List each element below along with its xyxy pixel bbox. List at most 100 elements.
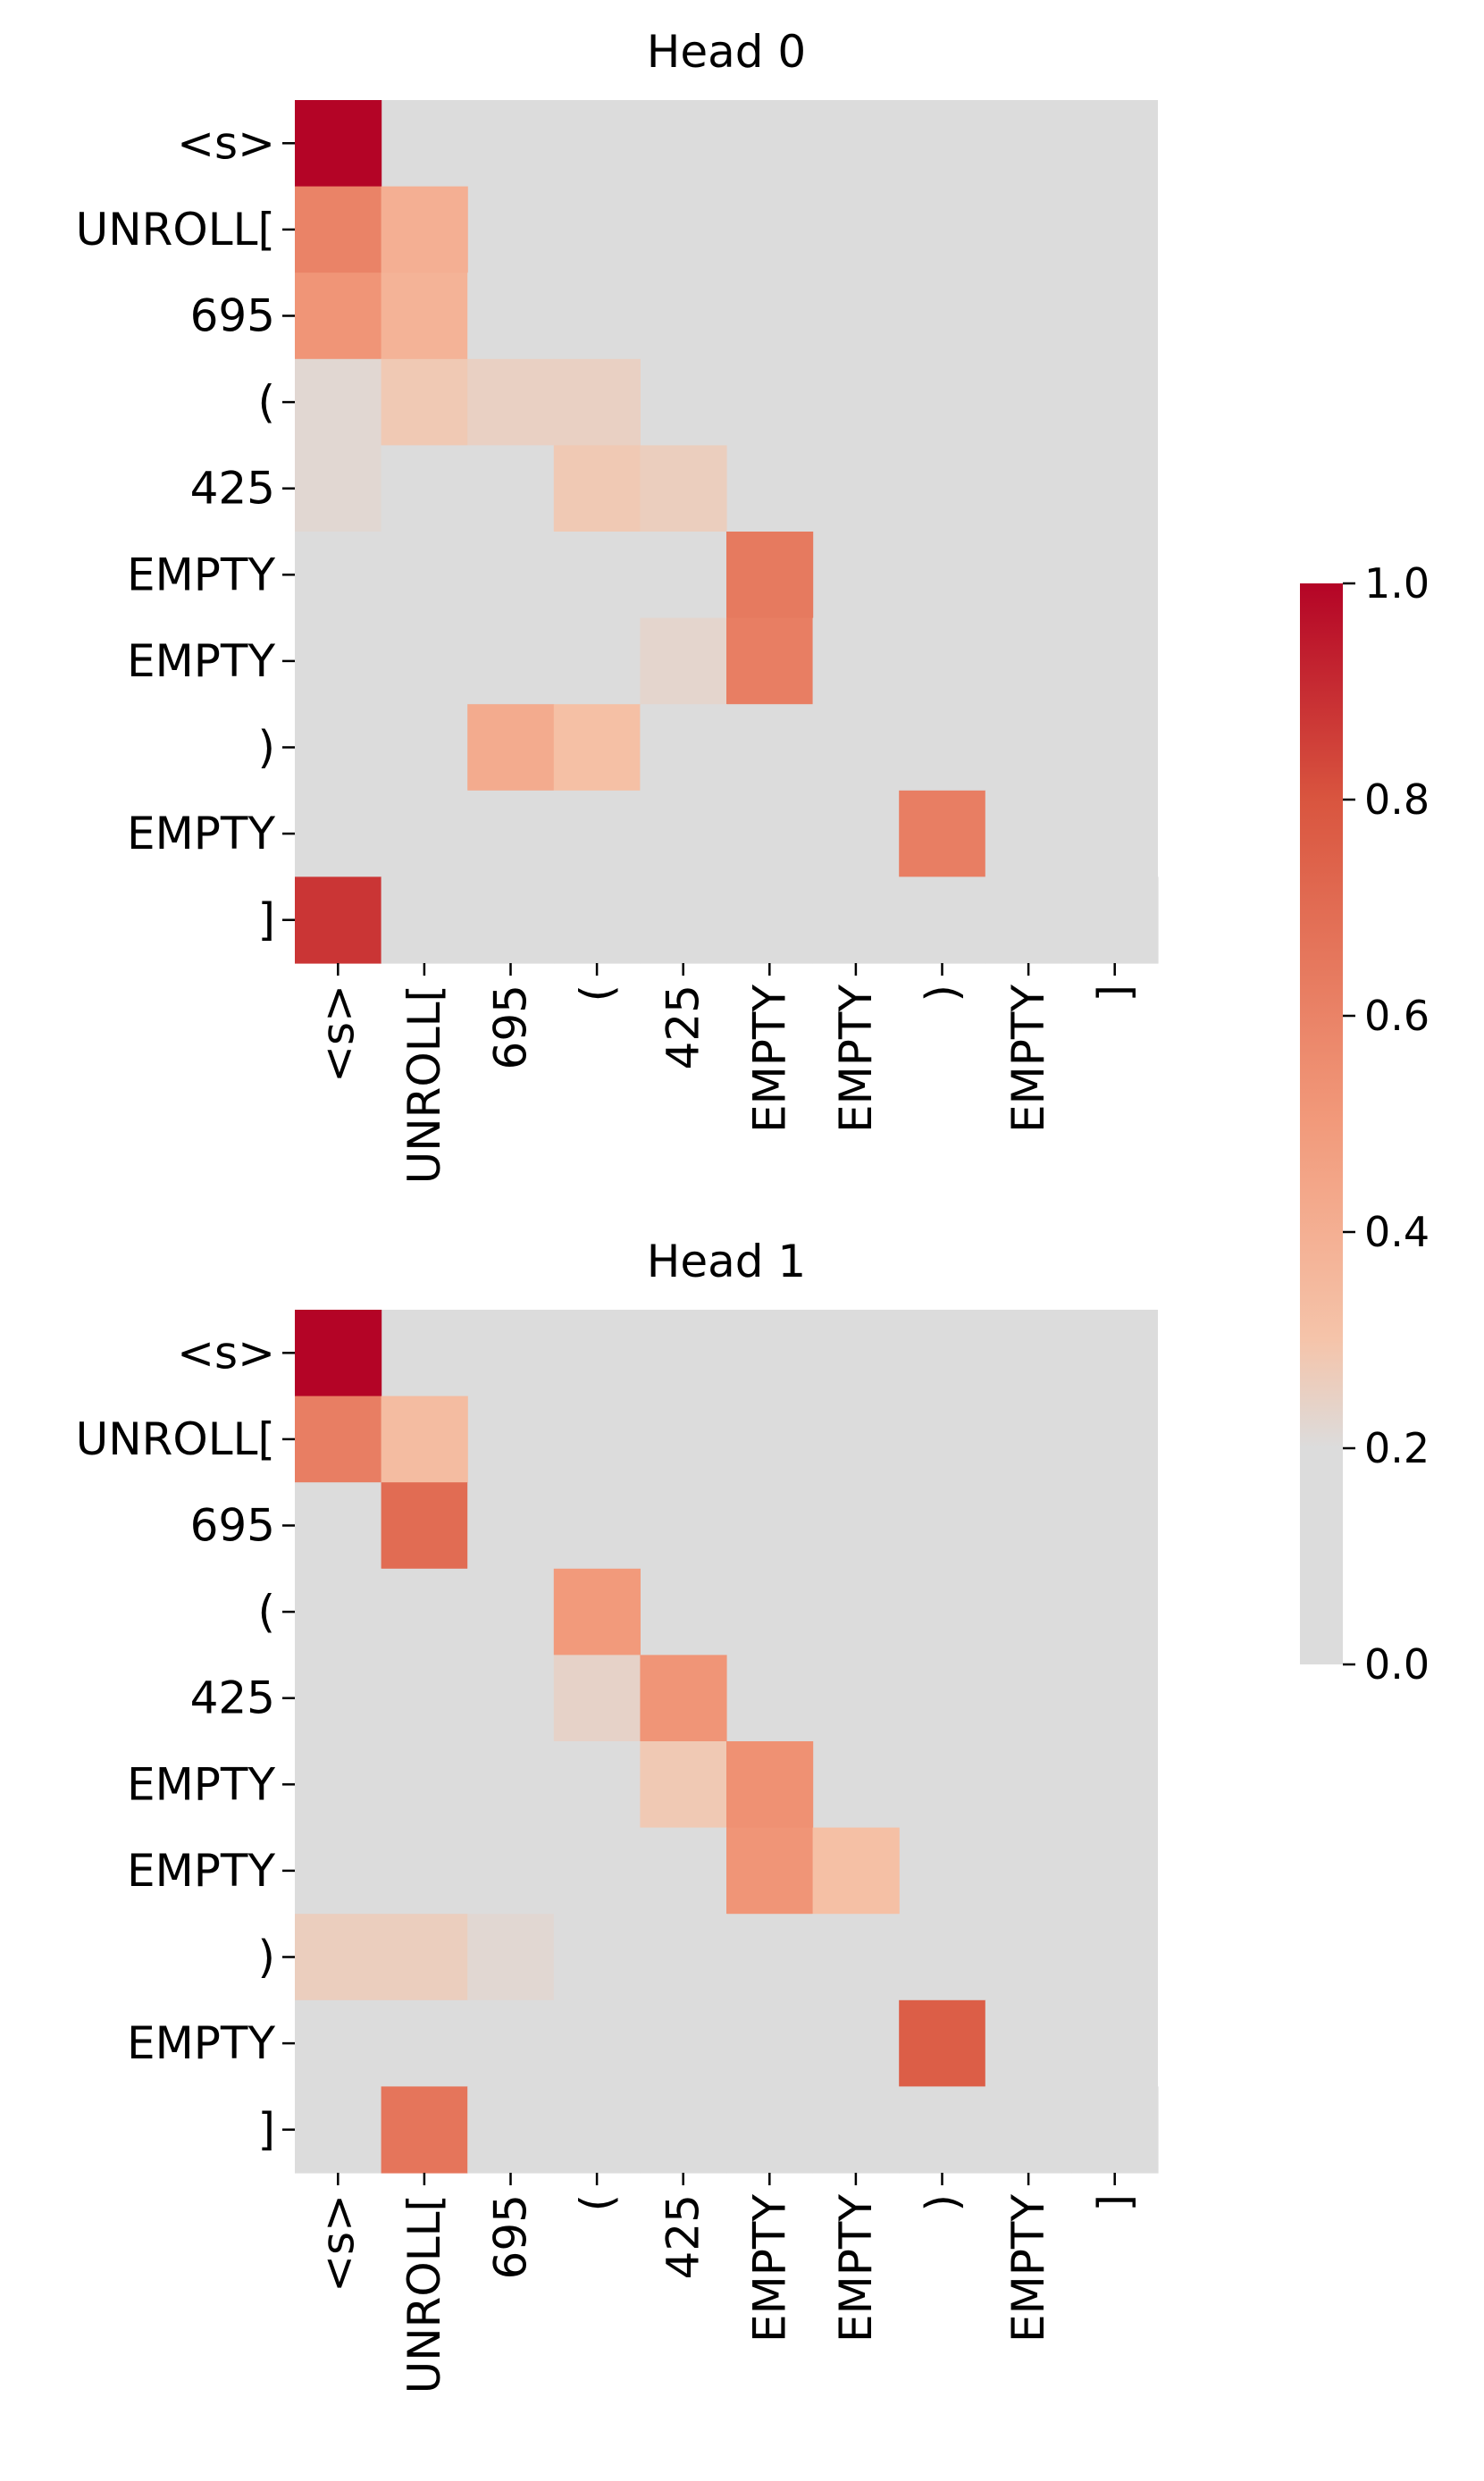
heatmap-cell [381, 1914, 468, 2001]
x-tick-label: ] [1089, 985, 1141, 1002]
heatmap-head-1: Head 1 <s> UNROLL[695 (425 EMPTY EMPTY) EMPTY]… [76, 1236, 1159, 2393]
heatmap-cell [553, 358, 641, 446]
heatmap-cell [640, 1827, 727, 1915]
x-tick-label: 695 [485, 2194, 537, 2279]
heatmap-cell [553, 532, 641, 619]
heatmap-cell [295, 272, 382, 360]
y-tick-label: <s> [177, 1327, 275, 1379]
heatmap-cell [726, 532, 814, 619]
heatmap-cell [553, 1827, 641, 1915]
heatmap-cell [553, 617, 641, 705]
heatmap-cell [467, 1482, 555, 1570]
heatmap-cell [381, 445, 468, 532]
x-tick-label: <s> [312, 2194, 364, 2292]
heatmap-cell [467, 532, 555, 619]
heatmap-cell [381, 186, 468, 273]
heatmap-cell [381, 1741, 468, 1829]
y-tick-label: EMPTY [127, 808, 275, 859]
heatmap-cell [381, 1396, 468, 1483]
heatmap-cell [295, 186, 382, 273]
y-tick-label: UNROLL[ [76, 1413, 275, 1465]
heatmap-cell [467, 1655, 555, 1742]
heatmap-cell [295, 790, 382, 877]
heatmap-cell [295, 1741, 382, 1829]
heatmap-cell [381, 272, 468, 360]
heatmap-cell [640, 1914, 727, 2001]
heatmap-cell [985, 876, 1072, 964]
x-tick-label: EMPTY [1002, 985, 1054, 1133]
heatmap-cell [812, 704, 900, 792]
heatmap-cell [295, 100, 382, 188]
heatmap-cell [812, 1827, 900, 1915]
heatmap-cell [899, 1999, 986, 2087]
chart-title: Head 1 [647, 1236, 806, 1287]
heatmap-cell [726, 2086, 814, 2174]
y-tick-label: 695 [190, 290, 275, 342]
heatmap-cell [640, 1741, 727, 1829]
heatmap-cell [295, 876, 382, 964]
y-tick-label: EMPTY [127, 1845, 275, 1897]
heatmap-cell [381, 358, 468, 446]
heatmap-cell [640, 445, 727, 532]
heatmap-cell [1071, 876, 1159, 964]
heatmap-cell [381, 876, 468, 964]
x-tick-label: ] [1089, 2194, 1141, 2212]
heatmap-head-0: Head 0 <s> UNROLL[695 (425 EMPTY EMPTY) EMPTY]… [76, 26, 1159, 1184]
heatmap-cell [985, 1999, 1072, 2087]
y-tick-label: 425 [190, 1672, 275, 1724]
heatmap-cell [985, 790, 1072, 877]
heatmap-cell [295, 1914, 382, 2001]
x-tick-label: 695 [485, 985, 537, 1069]
heatmap-cell [640, 1655, 727, 1742]
heatmap-cell [553, 1568, 641, 1655]
heatmap-cell [553, 1655, 641, 1742]
heatmap-cell [467, 876, 555, 964]
x-tick-label: 425 [658, 985, 709, 1069]
heatmap-cell [467, 1827, 555, 1915]
heatmap-cell [553, 1741, 641, 1829]
heatmap-cell [640, 876, 727, 964]
heatmap-cell [381, 1999, 468, 2087]
heatmap-cell [295, 1999, 382, 2087]
heatmap-cell [812, 790, 900, 877]
y-tick-label: EMPTY [127, 635, 275, 687]
heatmap-cell [381, 1482, 468, 1570]
heatmap-cell [812, 1914, 900, 2001]
heatmap-cell [381, 1568, 468, 1655]
heatmap-cell [295, 532, 382, 619]
y-tick-label: ) [257, 722, 275, 774]
heatmap-cell [467, 1741, 555, 1829]
heatmap-cell [812, 876, 900, 964]
x-tick-label: EMPTY [830, 2194, 882, 2343]
heatmap-cell [381, 1655, 468, 1742]
heatmap-cell [381, 532, 468, 619]
y-tick-label: ] [257, 2104, 275, 2156]
heatmap-cell [381, 790, 468, 877]
heatmap-cell [812, 2086, 900, 2174]
x-tick-label: EMPTY [743, 985, 795, 1133]
colorbar-gradient [1300, 583, 1343, 1664]
heatmap-cell [899, 876, 986, 964]
heatmap-cell [295, 445, 382, 532]
chart-title: Head 0 [647, 26, 806, 78]
x-tick-label: UNROLL[ [398, 985, 450, 1184]
heatmap-cell [467, 2086, 555, 2174]
heatmap-cell [467, 1914, 555, 2001]
heatmap-cell [726, 876, 814, 964]
heatmap-cell [726, 704, 814, 792]
heatmap-cell [726, 1827, 814, 1915]
heatmap-cell [381, 2086, 468, 2174]
y-tick-label: ( [257, 1586, 275, 1638]
x-tick-label: ) [917, 985, 968, 1002]
heatmap-cell [467, 790, 555, 877]
heatmap-cell [899, 1914, 986, 2001]
heatmap-cell [553, 2086, 641, 2174]
y-tick-label: EMPTY [127, 2017, 275, 2069]
y-tick-label: EMPTY [127, 1758, 275, 1810]
colorbar-tick-label: 1.0 [1364, 559, 1430, 608]
y-tick-label: 425 [190, 463, 275, 515]
y-tick-label: EMPTY [127, 549, 275, 600]
heatmap-cell [640, 790, 727, 877]
heatmap-cell [553, 445, 641, 532]
